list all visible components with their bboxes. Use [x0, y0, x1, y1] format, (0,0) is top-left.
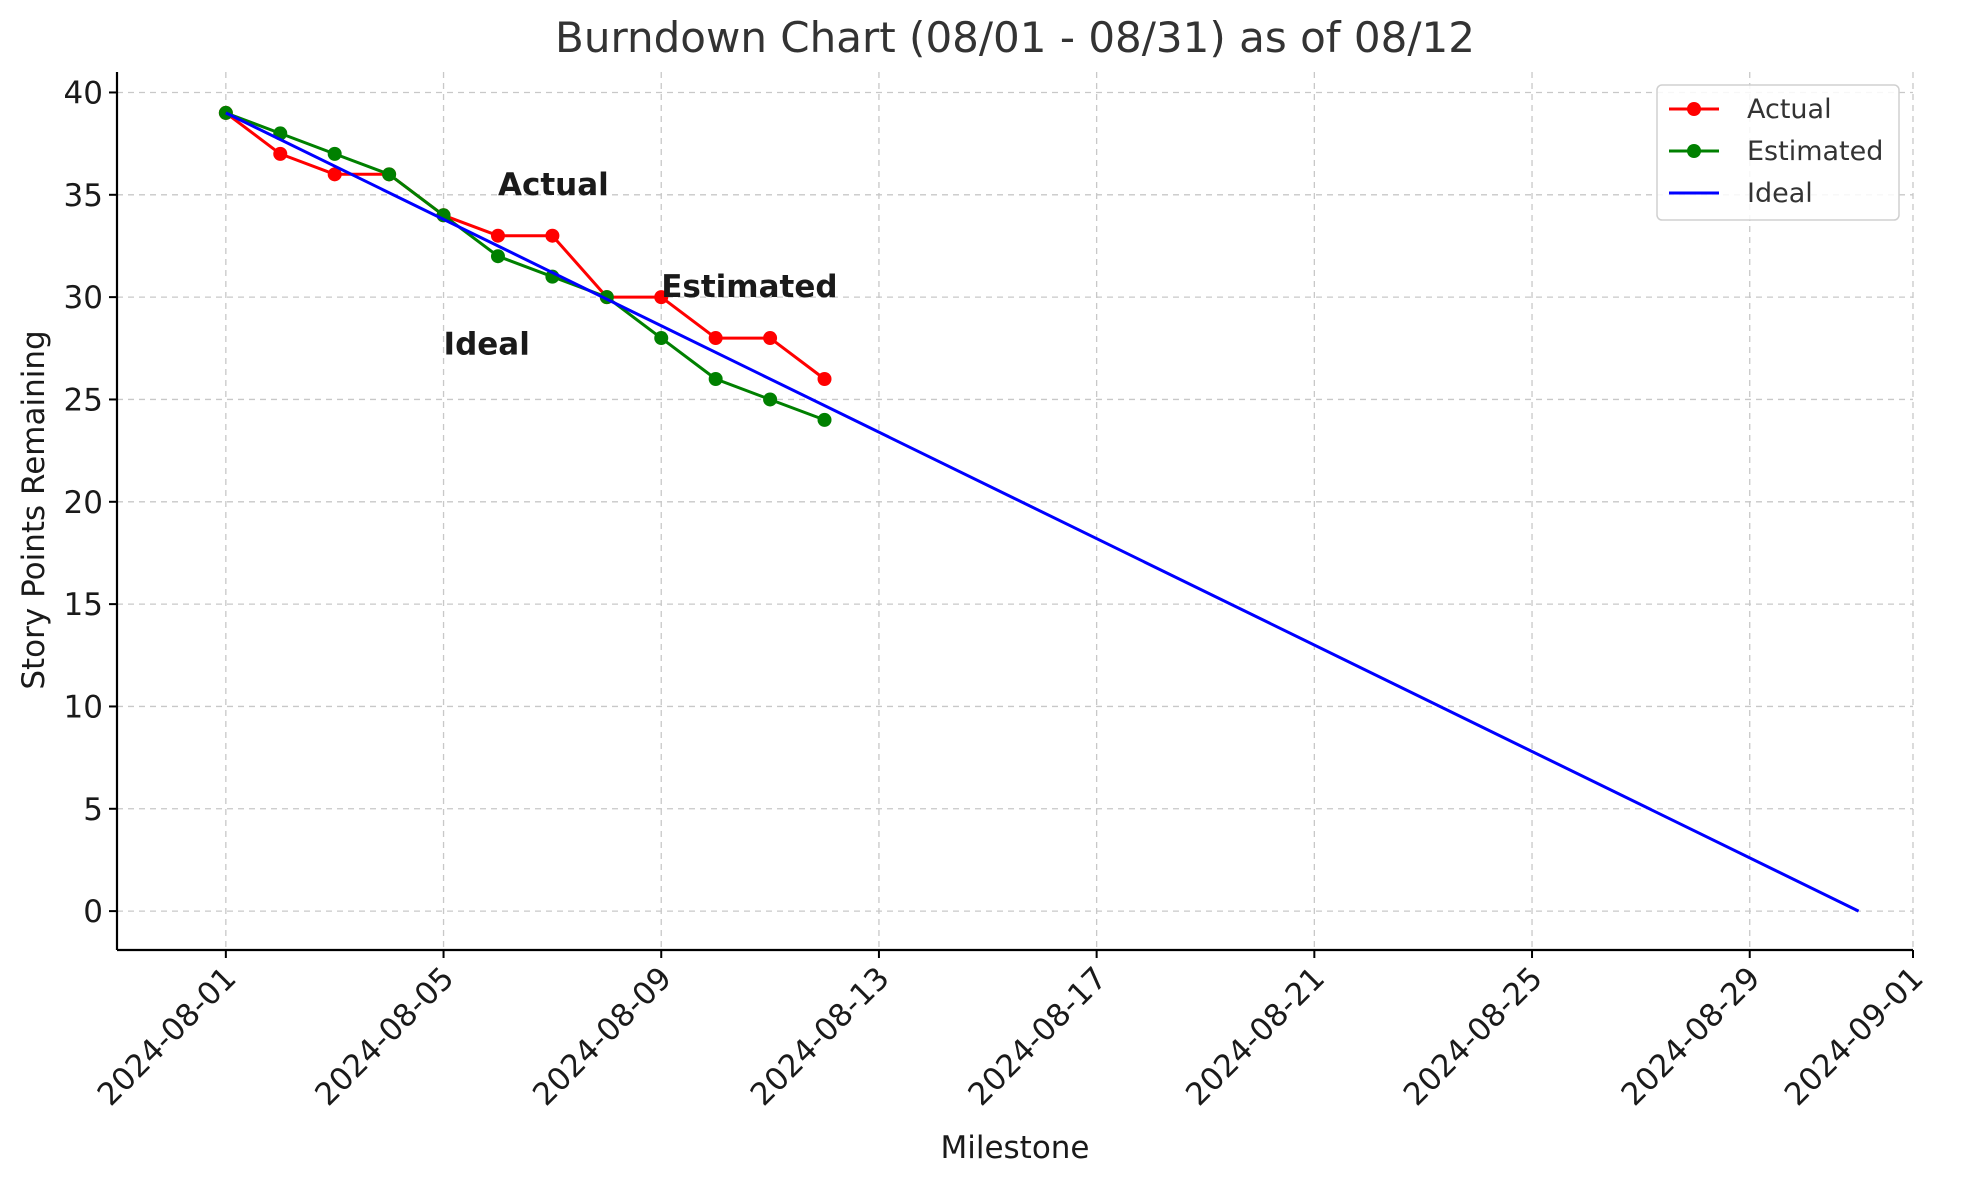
data-point-estimated: [382, 167, 397, 182]
x-tick-label: 2024-08-17: [961, 960, 1114, 1113]
y-tick-label: 40: [64, 75, 103, 111]
series-line-ideal: [225, 111, 1860, 913]
data-point-estimated: [763, 392, 778, 407]
annotation-estimated: Estimated: [661, 269, 837, 305]
series-layer: [218, 105, 1860, 913]
data-point-actual: [545, 228, 560, 243]
annotation-ideal: Ideal: [444, 326, 530, 362]
chart-title: Burndown Chart (08/01 - 08/31) as of 08/…: [555, 13, 1475, 62]
y-tick-label: 25: [64, 382, 103, 418]
y-tick-label: 0: [83, 894, 103, 930]
data-point-actual: [817, 371, 832, 386]
data-point-estimated: [654, 331, 669, 346]
y-tick-label: 20: [64, 485, 103, 521]
legend-marker-estimated: [1687, 144, 1701, 158]
series-line-actual: [224, 111, 826, 381]
axes: [115, 72, 1913, 952]
series-line-estimated: [225, 111, 826, 422]
data-point-estimated: [817, 412, 832, 427]
data-point-estimated: [490, 249, 505, 264]
data-point-actual: [490, 228, 505, 243]
data-point-estimated: [708, 371, 723, 386]
legend-label-actual: Actual: [1747, 94, 1832, 125]
x-tick-label: 2024-08-09: [526, 960, 679, 1113]
tick-labels: 0 5 10 15 20 25 30 35 40 2024-08-01 2024-08-05 2024…: [64, 75, 1931, 1113]
x-tick-label: 2024-08-21: [1179, 960, 1332, 1113]
x-tick-label: 2024-08-13: [744, 960, 897, 1113]
y-axis-label: Story Points Remaining: [16, 330, 52, 689]
y-tick-label: 5: [83, 792, 103, 828]
x-axis-label: Milestone: [940, 1130, 1089, 1166]
x-tick-label: 2024-09-01: [1778, 960, 1931, 1113]
data-point-estimated: [327, 146, 342, 161]
legend: Actual Estimated Ideal: [1656, 84, 1900, 221]
x-tick-label: 2024-08-29: [1615, 960, 1768, 1113]
legend-label-ideal: Ideal: [1747, 178, 1813, 209]
data-point-actual: [708, 331, 723, 346]
x-tick-label: 2024-08-25: [1397, 960, 1550, 1113]
grid-layer: [117, 72, 1914, 950]
legend-label-estimated: Estimated: [1747, 136, 1883, 167]
annotation-actual: Actual: [498, 167, 609, 203]
y-tick-label: 30: [64, 280, 103, 316]
annotations: Actual Estimated Ideal: [444, 167, 838, 363]
data-point-actual: [654, 290, 669, 305]
x-tick-label: 2024-08-05: [308, 960, 461, 1113]
x-tick-label: 2024-08-01: [91, 960, 244, 1113]
data-point-actual: [763, 331, 778, 346]
y-tick-label: 15: [64, 587, 103, 623]
legend-box: [1656, 84, 1900, 221]
legend-marker-actual: [1687, 102, 1701, 116]
y-tick-label: 35: [64, 178, 103, 214]
y-tick-label: 10: [64, 689, 103, 725]
data-point-actual: [273, 146, 288, 161]
data-point-actual: [327, 167, 342, 182]
